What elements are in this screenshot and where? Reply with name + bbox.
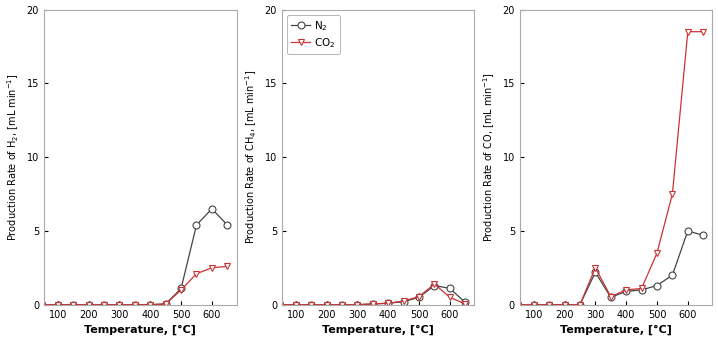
CO$_2$ <box>100 303 108 307</box>
CO$_2$ <box>446 295 454 299</box>
Y-axis label: Production Rate of CH$_4$, [mL min$^{-1}$]: Production Rate of CH$_4$, [mL min$^{-1}… <box>243 70 259 244</box>
N$_2$ <box>430 283 439 287</box>
N$_2$ <box>545 303 554 307</box>
CO$_2$ <box>384 301 393 305</box>
N$_2$ <box>668 273 676 277</box>
N$_2$ <box>591 270 600 274</box>
N$_2$ <box>276 303 284 307</box>
N$_2$ <box>446 286 454 291</box>
N$_2$ <box>576 303 584 307</box>
N$_2$ <box>223 223 232 227</box>
CO$_2$ <box>115 303 123 307</box>
CO$_2$ <box>399 299 408 303</box>
CO$_2$ <box>430 282 439 286</box>
N$_2$ <box>353 303 362 307</box>
CO$_2$ <box>699 30 707 34</box>
N$_2$ <box>322 303 331 307</box>
N$_2$ <box>84 303 93 307</box>
Line: N$_2$: N$_2$ <box>515 227 707 308</box>
N$_2$ <box>100 303 108 307</box>
CO$_2$ <box>208 266 216 270</box>
N$_2$ <box>384 301 393 305</box>
CO$_2$ <box>322 303 331 307</box>
CO$_2$ <box>529 303 538 307</box>
N$_2$ <box>560 303 569 307</box>
CO$_2$ <box>223 264 232 268</box>
CO$_2$ <box>591 266 600 270</box>
N$_2$ <box>307 303 315 307</box>
N$_2$ <box>653 283 661 287</box>
X-axis label: Temperature, [°C]: Temperature, [°C] <box>84 325 196 336</box>
CO$_2$ <box>337 303 346 307</box>
CO$_2$ <box>353 303 362 307</box>
N$_2$ <box>162 302 170 306</box>
CO$_2$ <box>84 303 93 307</box>
CO$_2$ <box>276 303 284 307</box>
X-axis label: Temperature, [°C]: Temperature, [°C] <box>322 325 434 336</box>
CO$_2$ <box>131 303 139 307</box>
N$_2$ <box>337 303 346 307</box>
CO$_2$ <box>177 288 185 292</box>
N$_2$ <box>115 303 123 307</box>
N$_2$ <box>368 302 377 306</box>
X-axis label: Temperature, [°C]: Temperature, [°C] <box>560 325 672 336</box>
N$_2$ <box>699 233 707 237</box>
N$_2$ <box>607 295 615 299</box>
N$_2$ <box>177 286 185 291</box>
CO$_2$ <box>292 303 300 307</box>
Line: CO$_2$: CO$_2$ <box>515 28 707 308</box>
CO$_2$ <box>607 295 615 299</box>
N$_2$ <box>192 223 201 227</box>
CO$_2$ <box>668 192 676 196</box>
Line: CO$_2$: CO$_2$ <box>39 263 230 308</box>
N$_2$ <box>208 207 216 211</box>
Line: CO$_2$: CO$_2$ <box>277 281 469 308</box>
Y-axis label: Production Rate of CO, [mL min$^{-1}$]: Production Rate of CO, [mL min$^{-1}$] <box>482 72 497 242</box>
N$_2$ <box>292 303 300 307</box>
N$_2$ <box>514 303 523 307</box>
N$_2$ <box>131 303 139 307</box>
CO$_2$ <box>415 295 424 299</box>
CO$_2$ <box>146 303 154 307</box>
Line: N$_2$: N$_2$ <box>277 282 469 308</box>
N$_2$ <box>54 303 62 307</box>
CO$_2$ <box>69 303 78 307</box>
CO$_2$ <box>684 30 692 34</box>
N$_2$ <box>415 295 424 299</box>
Line: N$_2$: N$_2$ <box>39 205 230 308</box>
CO$_2$ <box>368 302 377 306</box>
CO$_2$ <box>192 272 201 276</box>
CO$_2$ <box>560 303 569 307</box>
N$_2$ <box>684 229 692 233</box>
CO$_2$ <box>461 302 470 306</box>
CO$_2$ <box>653 251 661 255</box>
N$_2$ <box>622 290 630 294</box>
CO$_2$ <box>54 303 62 307</box>
N$_2$ <box>38 303 47 307</box>
N$_2$ <box>399 300 408 304</box>
CO$_2$ <box>545 303 554 307</box>
N$_2$ <box>69 303 78 307</box>
N$_2$ <box>529 303 538 307</box>
Legend: N$_2$, CO$_2$: N$_2$, CO$_2$ <box>287 15 340 54</box>
CO$_2$ <box>307 303 315 307</box>
CO$_2$ <box>38 303 47 307</box>
CO$_2$ <box>638 286 646 291</box>
Y-axis label: Production Rate of H$_2$, [mL min$^{-1}$]: Production Rate of H$_2$, [mL min$^{-1}$… <box>6 73 21 241</box>
N$_2$ <box>638 288 646 292</box>
N$_2$ <box>146 303 154 307</box>
N$_2$ <box>461 300 470 305</box>
CO$_2$ <box>576 303 584 307</box>
CO$_2$ <box>514 303 523 307</box>
CO$_2$ <box>622 288 630 292</box>
CO$_2$ <box>162 302 170 306</box>
